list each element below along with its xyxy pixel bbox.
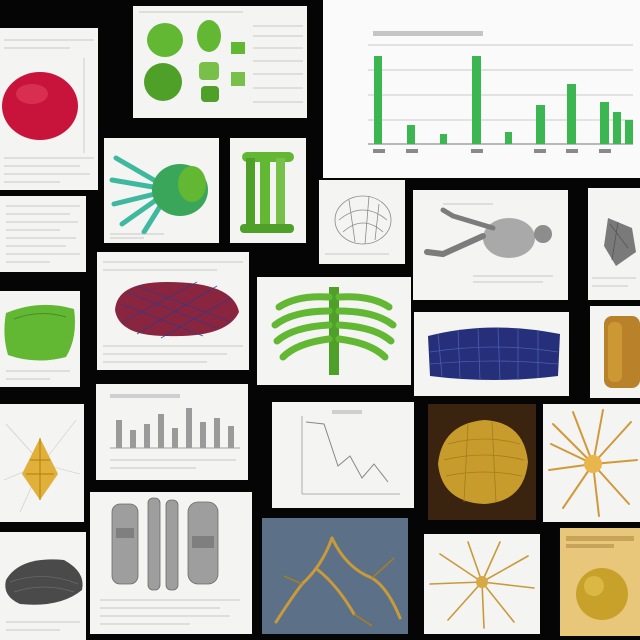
gold-star-root [424, 534, 540, 634]
text-notes-page [0, 196, 86, 272]
document-icon [6, 205, 80, 263]
star-root-icon [429, 541, 535, 629]
green-ribcage [257, 277, 411, 385]
tendril-icon [3, 419, 81, 513]
sphere-icon [566, 536, 634, 620]
leg-bones-icon [240, 152, 294, 233]
sketch-organ [319, 180, 405, 264]
sketch-icon [325, 195, 392, 255]
red-blue-mesh [97, 252, 249, 370]
hand-bones-icon [109, 155, 208, 239]
gray-skeleton-pieces [90, 492, 252, 634]
line-chart [272, 402, 414, 508]
green-hand-bones [104, 138, 219, 243]
amber-specimen [590, 306, 640, 398]
gold-fan [543, 404, 640, 522]
gold-specimen-dark [428, 404, 536, 520]
green-blob-sheet [133, 6, 307, 118]
green-tall-bones [230, 138, 306, 243]
gray-bar-chart [96, 384, 248, 480]
fan-icon [548, 409, 638, 517]
green-bar-chart [323, 0, 640, 178]
figure-icon [424, 203, 553, 283]
organ-icon [5, 559, 83, 631]
bones-icon [100, 497, 240, 625]
gold-sphere [560, 528, 640, 636]
gray-blob [0, 532, 86, 640]
green-blob-icon [139, 11, 303, 103]
mesh-icon [103, 261, 243, 363]
organ-icon [604, 316, 640, 388]
red-organ-icon [2, 39, 94, 183]
bar-chart-icon [110, 394, 240, 469]
bar-chart-icon [368, 31, 633, 153]
sketch-icon [592, 218, 636, 287]
gold-roots-blue [262, 518, 408, 634]
mesh-icon [428, 327, 560, 381]
blue-mesh-specimen [414, 312, 569, 396]
line-chart-icon [301, 410, 400, 495]
organ-icon [438, 420, 528, 504]
green-lung [0, 291, 80, 387]
lung-icon [4, 304, 75, 380]
ribcage-icon [271, 287, 397, 375]
gray-sketch-right [588, 188, 640, 300]
gold-tendril [0, 404, 84, 522]
lying-figure [413, 190, 568, 300]
roots-icon [274, 536, 402, 627]
red-oval-specimen [0, 28, 98, 190]
